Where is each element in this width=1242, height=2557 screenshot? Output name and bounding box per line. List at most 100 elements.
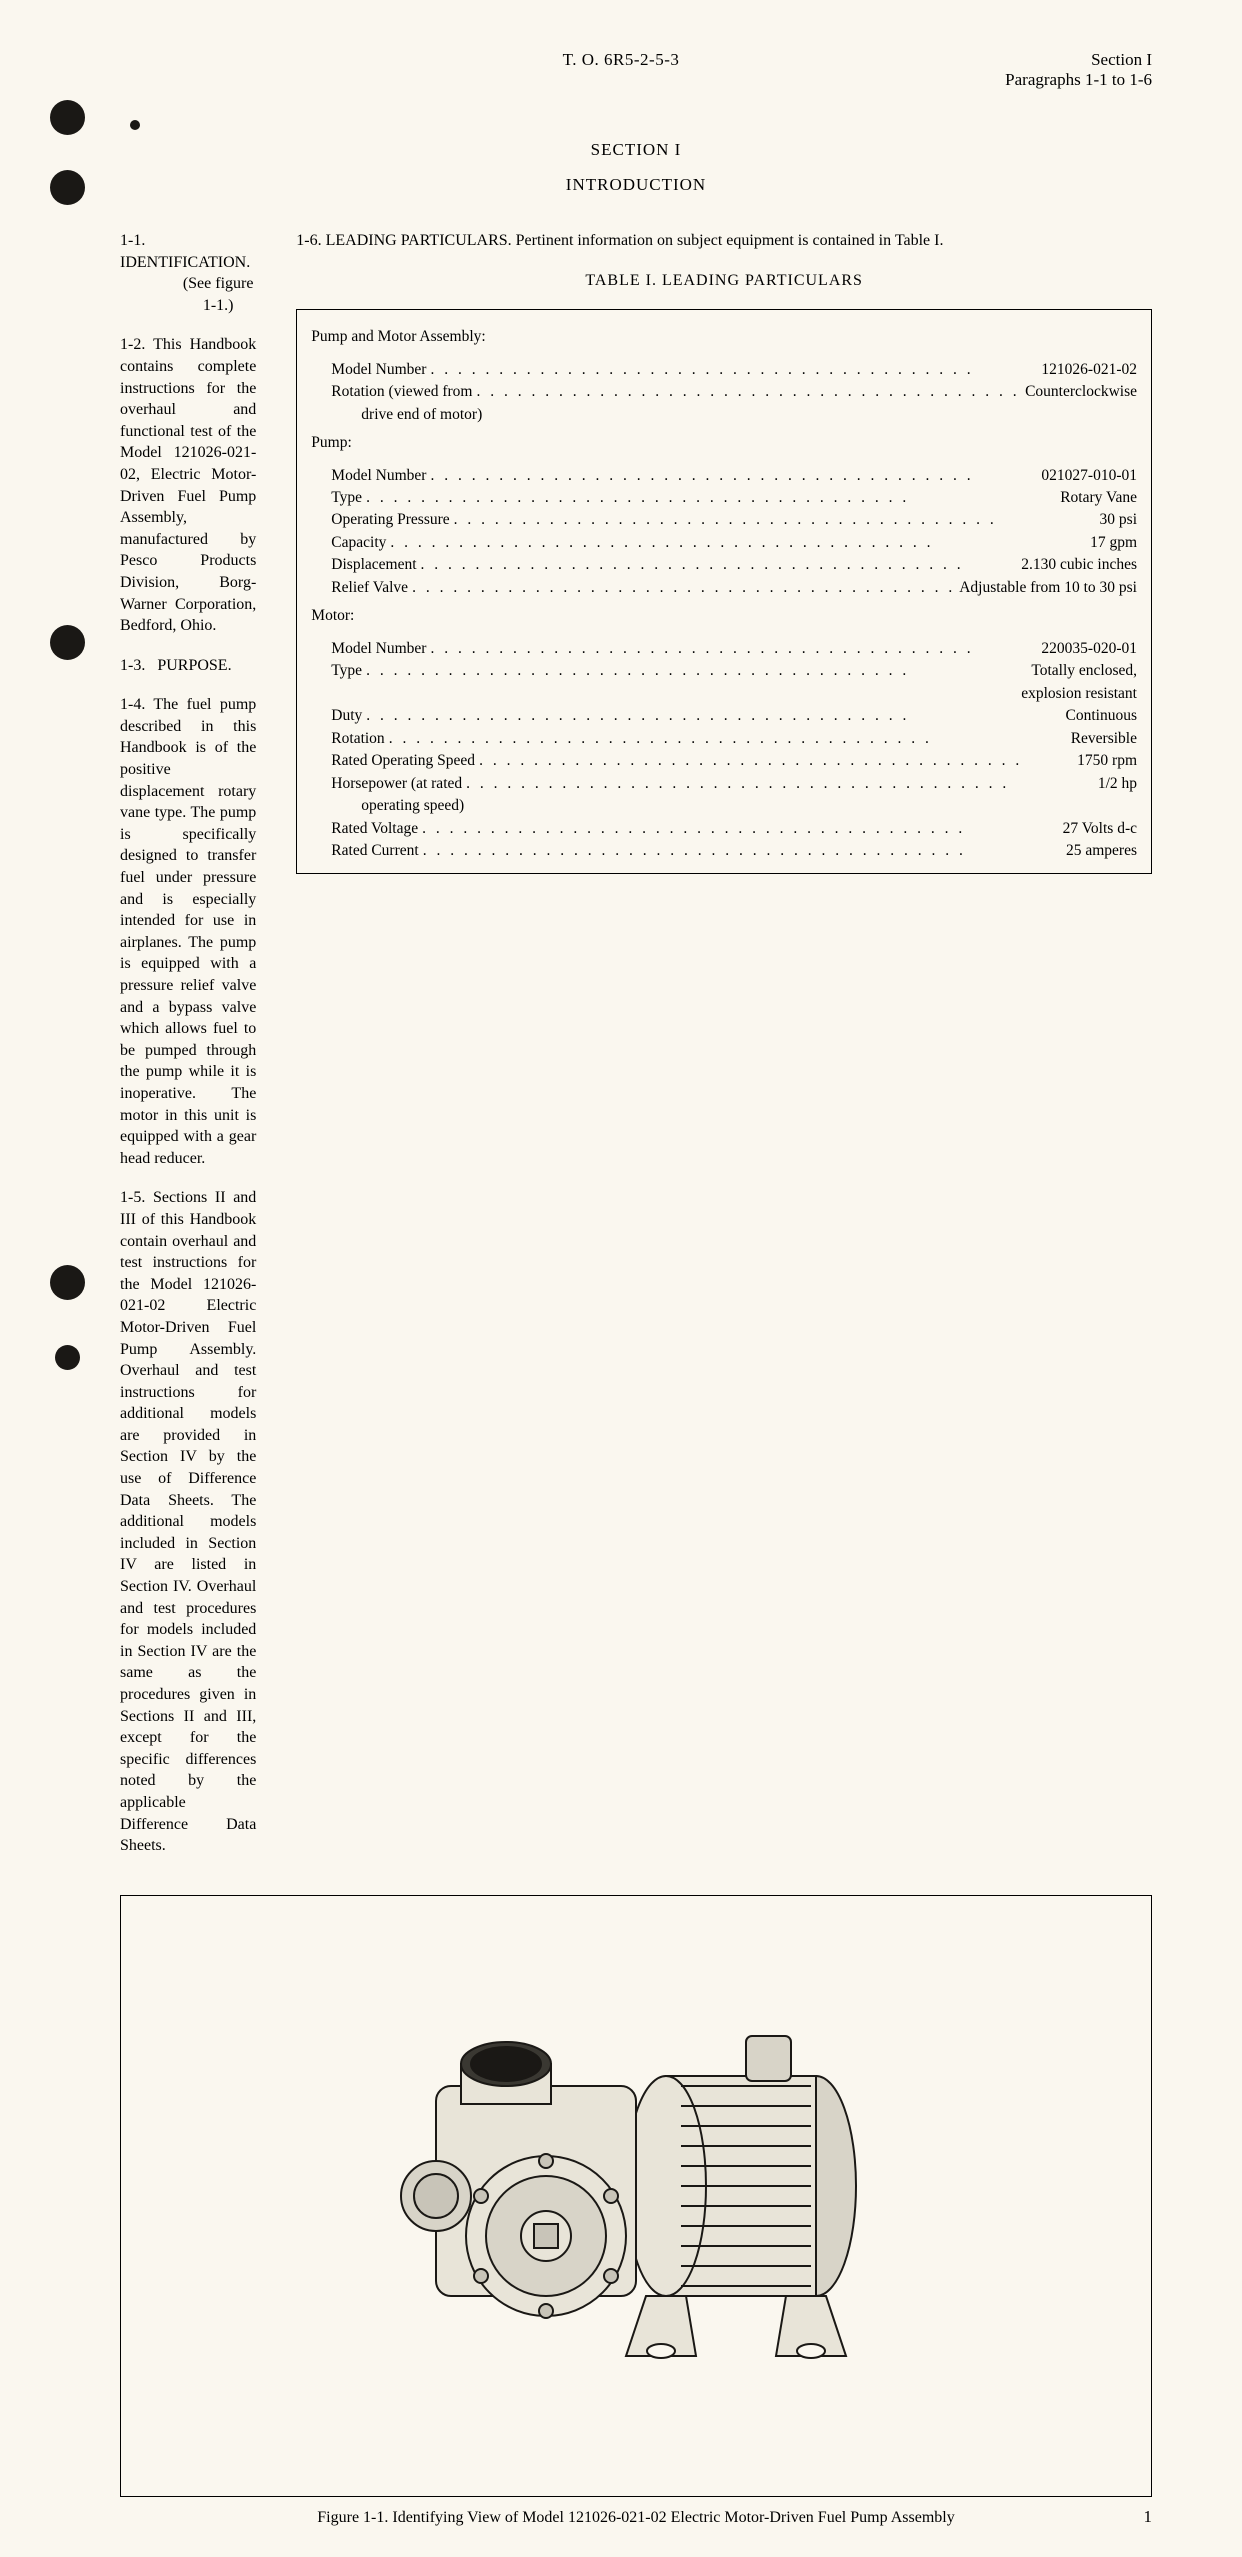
page-number: 1: [1144, 2507, 1153, 2527]
para-heading: PURPOSE.: [157, 657, 231, 674]
para-1-3: 1-3. PURPOSE.: [120, 655, 256, 677]
group-assembly-heading: Pump and Motor Assembly:: [311, 326, 1137, 348]
punch-hole: [50, 1265, 85, 1300]
header-paragraphs: Paragraphs 1-1 to 1-6: [1005, 70, 1152, 90]
spec-row: Capacity 17 gpm: [331, 532, 1137, 554]
spec-dots: [417, 554, 1022, 576]
two-column-layout: 1-1. IDENTIFICATION. (See figure 1-1.) 1…: [120, 230, 1152, 1875]
spec-label: Rated Current: [331, 840, 418, 862]
spec-row: Rotation (viewed from Counterclockwise: [331, 381, 1137, 403]
spec-dots: [419, 840, 1066, 862]
spec-row: Type Totally enclosed,: [331, 660, 1137, 682]
spec-value: 27 Volts d-c: [1063, 818, 1137, 840]
spec-label: Horsepower (at rated: [331, 773, 462, 795]
header-center: T. O. 6R5-2-5-3: [563, 50, 680, 70]
spec-dots: [362, 487, 1060, 509]
para-1-1: 1-1. IDENTIFICATION.: [120, 230, 256, 273]
spec-dots: [450, 509, 1100, 531]
punch-hole: [50, 170, 85, 205]
spec-value: Adjustable from 10 to 30 psi: [959, 577, 1137, 599]
spec-label: Model Number: [331, 465, 426, 487]
group-pump-heading: Pump:: [311, 432, 1137, 454]
left-column: 1-1. IDENTIFICATION. (See figure 1-1.) 1…: [120, 230, 256, 1875]
spec-value: 121026-021-02: [1041, 359, 1137, 381]
see-figure: (See figure 1-1.): [180, 273, 256, 316]
spec-value: 220035-020-01: [1041, 638, 1137, 660]
spec-dots: [473, 381, 1026, 403]
header-section: Section I: [1005, 50, 1152, 70]
spec-dots: [418, 818, 1063, 840]
spec-value: Counterclockwise: [1025, 381, 1137, 403]
spec-row: Model Number 220035-020-01: [331, 638, 1137, 660]
spec-dots: [408, 577, 959, 599]
section-title: SECTION I: [120, 140, 1152, 160]
spec-label: Rotation: [331, 728, 384, 750]
spec-label: Capacity: [331, 532, 386, 554]
spec-row: Model Number 021027-010-01: [331, 465, 1137, 487]
spec-label: Displacement: [331, 554, 416, 576]
spec-label: Rated Voltage: [331, 818, 418, 840]
spec-continuation: drive end of motor): [361, 404, 1137, 426]
punch-hole: [50, 625, 85, 660]
figure-caption: Figure 1-1. Identifying View of Model 12…: [120, 2509, 1152, 2527]
section-subtitle: INTRODUCTION: [120, 175, 1152, 195]
spec-dots: [385, 728, 1071, 750]
table-title: TABLE I. LEADING PARTICULARS: [296, 270, 1152, 292]
spec-value: 17 gpm: [1090, 532, 1137, 554]
spec-label: Rated Operating Speed: [331, 750, 475, 772]
spec-value: 30 psi: [1100, 509, 1137, 531]
spec-value: 2.130 cubic inches: [1021, 554, 1137, 576]
spec-value: Reversible: [1071, 728, 1137, 750]
spec-label: Model Number: [331, 359, 426, 381]
para-1-6: 1-6. LEADING PARTICULARS. Pertinent info…: [296, 230, 1152, 252]
page: T. O. 6R5-2-5-3 Section I Paragraphs 1-1…: [0, 0, 1242, 2557]
spec-value: 1750 rpm: [1077, 750, 1137, 772]
spec-label: Model Number: [331, 638, 426, 660]
para-num: 1-3.: [120, 657, 145, 674]
leading-particulars-table: Pump and Motor Assembly: Model Number 12…: [296, 309, 1152, 873]
spec-value: 1/2 hp: [1098, 773, 1137, 795]
spec-row: Relief Valve Adjustable from 10 to 30 ps…: [331, 577, 1137, 599]
spec-dots: [426, 465, 1041, 487]
spec-dots: [426, 638, 1041, 660]
para-1-4: 1-4. The fuel pump described in this Han…: [120, 694, 256, 1169]
para-num: 1-1.: [120, 232, 145, 249]
spec-value-continuation: explosion resistant: [311, 683, 1137, 705]
figure-illustration: [286, 1956, 986, 2436]
spec-label: Type: [331, 660, 362, 682]
spec-row: Type Rotary Vane: [331, 487, 1137, 509]
spec-row: Rotation Reversible: [331, 728, 1137, 750]
figure-1-1-box: [120, 1895, 1152, 2497]
punch-hole: [55, 1345, 80, 1370]
spec-dots: [386, 532, 1090, 554]
pump-assembly-drawing: [286, 1956, 986, 2436]
spec-value: 021027-010-01: [1041, 465, 1137, 487]
para-1-2: 1-2. This Handbook contains complete ins…: [120, 334, 256, 636]
spec-row: Rated Voltage 27 Volts d-c: [331, 818, 1137, 840]
spec-label: Type: [331, 487, 362, 509]
spec-value: Totally enclosed,: [1031, 660, 1137, 682]
header-right: Section I Paragraphs 1-1 to 1-6: [1005, 50, 1152, 90]
spec-row: Operating Pressure 30 psi: [331, 509, 1137, 531]
punch-hole: [50, 100, 85, 135]
spec-row: Rated Operating Speed 1750 rpm: [331, 750, 1137, 772]
para-1-5: 1-5. Sections II and III of this Handboo…: [120, 1187, 256, 1856]
page-header: T. O. 6R5-2-5-3 Section I Paragraphs 1-1…: [120, 50, 1152, 90]
spec-row: Rated Current 25 amperes: [331, 840, 1137, 862]
group-motor-heading: Motor:: [311, 605, 1137, 627]
para-heading: IDENTIFICATION.: [120, 254, 250, 271]
right-column: 1-6. LEADING PARTICULARS. Pertinent info…: [296, 230, 1152, 1875]
spec-value: Continuous: [1066, 705, 1137, 727]
spec-row: Horsepower (at rated 1/2 hp: [331, 773, 1137, 795]
spec-row: Duty Continuous: [331, 705, 1137, 727]
spec-label: Rotation (viewed from: [331, 381, 472, 403]
spec-dots: [362, 660, 1031, 682]
spec-label: Duty: [331, 705, 362, 727]
spec-value: Rotary Vane: [1060, 487, 1137, 509]
dot-marker: [130, 120, 140, 130]
spec-dots: [462, 773, 1098, 795]
spec-value: 25 amperes: [1066, 840, 1137, 862]
spec-dots: [362, 705, 1065, 727]
spec-continuation: operating speed): [361, 795, 1137, 817]
spec-row: Model Number 121026-021-02: [331, 359, 1137, 381]
